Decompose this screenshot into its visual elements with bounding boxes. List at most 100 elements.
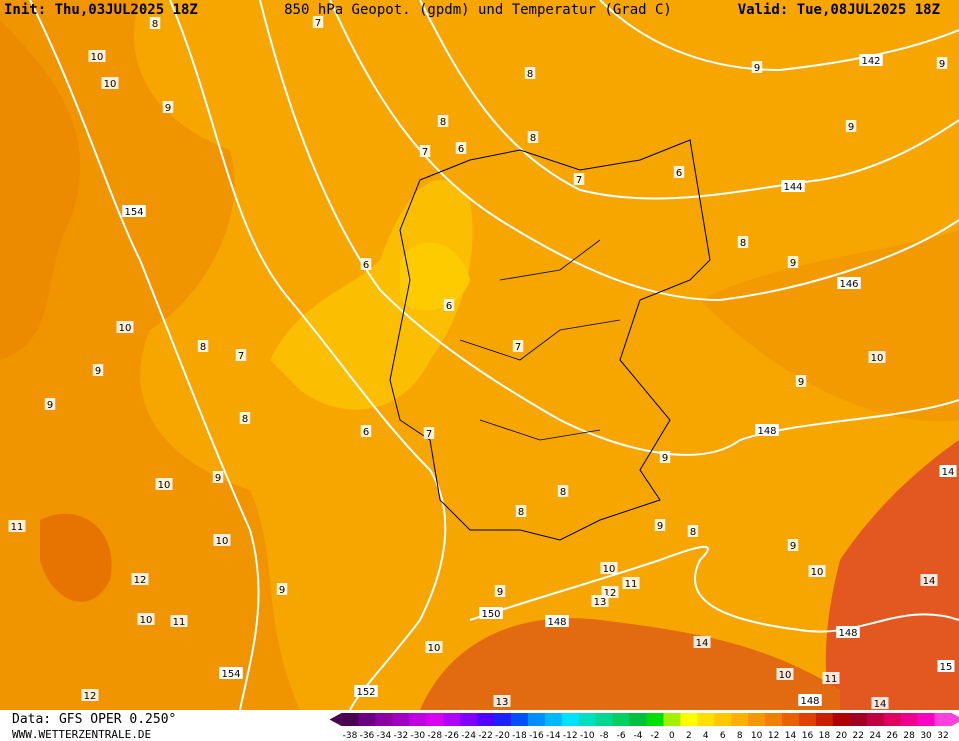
colorbar-label: 18 (819, 731, 831, 741)
contour-label: 14 (923, 576, 936, 587)
label-box (936, 57, 948, 69)
contour-label: 144 (783, 182, 802, 193)
label-box (425, 641, 443, 653)
label-box (781, 180, 805, 192)
label-box (131, 573, 149, 585)
colorbar-label: -4 (634, 731, 643, 741)
contour-label: 10 (779, 670, 792, 681)
label-box (737, 236, 749, 248)
contour-label: 9 (95, 366, 101, 377)
label-box (755, 424, 779, 436)
colorbar-label: 4 (703, 731, 709, 741)
colorbar-swatch (798, 713, 817, 726)
colorbar-label: 20 (836, 731, 848, 741)
contour-label: 150 (481, 609, 500, 620)
label-box (162, 101, 174, 113)
contour-label: 11 (173, 617, 186, 628)
contour-label: 9 (848, 122, 854, 133)
colorbar-swatch (900, 713, 919, 726)
colorbar-label: 2 (686, 731, 692, 741)
colorbar-label: -20 (495, 731, 510, 741)
label-box (787, 539, 799, 551)
contour-label: 8 (518, 507, 524, 518)
label-box (116, 321, 134, 333)
colorbar-swatch (917, 713, 936, 726)
label-box (219, 667, 243, 679)
contour-label: 6 (363, 427, 369, 438)
contour-label: 10 (119, 323, 132, 334)
contour-label: 6 (458, 144, 464, 155)
colorbar-swatch (510, 713, 529, 726)
contour-label: 146 (839, 279, 858, 290)
colorbar-swatch (697, 713, 715, 726)
colorbar-swatch (782, 713, 800, 726)
data-source: Data: GFS OPER 0.250° (12, 712, 176, 727)
label-box (8, 520, 26, 532)
contour-label: 10 (91, 52, 104, 63)
contour-label: 7 (515, 342, 521, 353)
contour-label: 10 (871, 353, 884, 364)
contour-label: 14 (942, 467, 955, 478)
colorbar-label: -38 (343, 731, 358, 741)
colorbar-label: -22 (478, 731, 493, 741)
label-box (360, 258, 372, 270)
colorbar-swatch (748, 713, 766, 726)
label-box (494, 585, 506, 597)
contour-line (419, 0, 959, 200)
colorbar-label: 6 (720, 731, 726, 741)
label-box (868, 351, 886, 363)
colorbar-label: 22 (853, 731, 864, 741)
colorbar-swatch (731, 713, 749, 726)
label-box (524, 67, 536, 79)
contour-label: 10 (603, 564, 616, 575)
label-box (443, 299, 455, 311)
colorbar-label: -32 (393, 731, 408, 741)
site: WWW.WETTERZENTRALE.DE (12, 728, 151, 741)
contour-label: 142 (861, 56, 880, 67)
label-box (455, 142, 467, 154)
contour-label: 10 (811, 567, 824, 578)
label-box (600, 562, 618, 574)
label-box (212, 471, 224, 483)
label-box (836, 626, 860, 638)
label-box (213, 534, 231, 546)
colorbar-label: 24 (870, 731, 882, 741)
label-box (479, 607, 503, 619)
label-box (837, 277, 861, 289)
colorbar-swatch (341, 713, 359, 726)
colorbar-swatch (765, 713, 783, 726)
contour-label: 9 (215, 473, 221, 484)
colorbar-swatch (426, 713, 444, 726)
contour-label: 8 (560, 487, 566, 498)
contour-label: 12 (134, 575, 147, 586)
contour-label: 154 (124, 207, 143, 218)
colorbar-swatch (460, 713, 478, 726)
label-box (81, 689, 99, 701)
label-box (527, 131, 539, 143)
colorbar-label: -14 (546, 731, 561, 741)
colorbar-label: 14 (785, 731, 797, 741)
label-box (545, 615, 569, 627)
warm-spot (40, 513, 112, 602)
init-time: Init: Thu,03JUL2025 18Z (4, 2, 198, 18)
colorbar-label: -2 (650, 731, 659, 741)
contour-label: 9 (939, 59, 945, 70)
contour-label: 15 (940, 662, 953, 673)
contour-label: 9 (790, 258, 796, 269)
label-box (360, 425, 372, 437)
label-box (137, 613, 155, 625)
label-box (776, 668, 794, 680)
label-box (122, 205, 146, 217)
label-box (557, 485, 569, 497)
colorbar-swatch (409, 713, 427, 726)
label-box (101, 77, 119, 89)
label-box (808, 565, 826, 577)
colorbar-swatch (544, 713, 563, 726)
colorbar-swatch (392, 713, 410, 726)
label-box (354, 685, 378, 697)
contour-label: 8 (690, 527, 696, 538)
contour-label: 8 (440, 117, 446, 128)
cool-core (400, 242, 470, 311)
colorbar-swatch (358, 713, 376, 726)
